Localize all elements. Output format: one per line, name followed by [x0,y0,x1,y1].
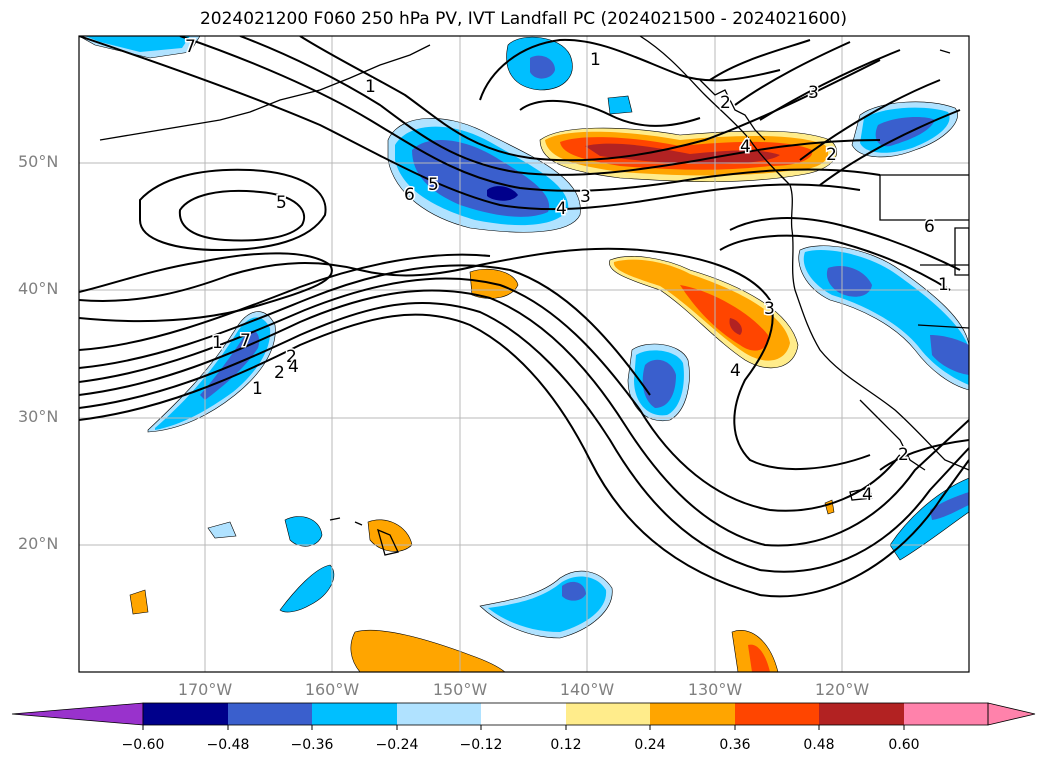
lon-label-120w: 120°W [814,680,870,699]
colorbar-tick-label: 0.60 [888,737,920,753]
contour-label: 4 [730,361,741,381]
contour-label: 4 [556,199,567,219]
contour-label: 5 [428,175,439,195]
lon-label-130w: 130°W [687,680,743,699]
shade-neg-small1 [207,521,237,539]
colorbar-seg-4 [397,703,481,725]
colorbar-tick-label: 0.24 [634,737,666,753]
lat-label-30n: 30°N [18,407,59,426]
colorbar-tick-label: −0.36 [290,737,334,753]
colorbar-extend-low [11,702,144,726]
coastlines [99,36,969,556]
contour-label: 6 [924,217,935,237]
colorbar-tick-label: 0.12 [550,737,582,753]
colorbar-tick-label: −0.60 [121,737,165,753]
contour-labels: 7 1 1 2 3 2 5 6 5 4 3 4 2 1 1 2 3 4 1 2 … [184,36,951,507]
colorbar-extend-high [987,702,1036,726]
colorbar-seg-3 [312,703,397,725]
contour-label: 4 [740,137,751,157]
contour-label: 3 [764,299,775,319]
lat-label-40n: 40°N [18,279,59,298]
colorbar-seg-8 [735,703,819,725]
contour-label: 1 [365,77,376,97]
shade-neg-se [889,477,969,561]
contour-label: 1 [252,379,263,399]
pv-shading [79,36,969,672]
colorbar-seg-1 [143,703,228,725]
lon-label-150w: 150°W [432,680,488,699]
lon-label-170w: 170°W [177,680,233,699]
lon-label-160w: 160°W [304,680,360,699]
contour-label: 3 [808,83,819,103]
contour-label: 2 [898,445,909,465]
colorbar-tick-label: 0.48 [803,737,835,753]
contour-label: 4 [862,485,873,505]
map-title: 2024021200 F060 250 hPa PV, IVT Landfall… [199,9,847,29]
colorbar-tick-label: −0.24 [375,737,419,753]
lon-label-140w: 140°W [559,680,615,699]
grid-lines [79,36,969,672]
colorbar-seg-7 [650,703,735,725]
colorbar [11,702,1036,730]
pv-contours [79,36,969,598]
lat-label-20n: 20°N [18,534,59,553]
contour-label: 7 [240,331,251,351]
contour-label: 1 [212,333,223,353]
colorbar-seg-5 [481,703,566,725]
contour-label: 4 [288,357,299,377]
contour-label: 2 [720,93,731,113]
contour-label: 1 [590,50,601,70]
colorbar-seg-2 [228,703,312,725]
map-frame [78,35,970,673]
contour-label: 2 [274,363,285,383]
contour-label: 7 [185,37,196,57]
colorbar-tick-label: −0.12 [459,737,503,753]
colorbar-tick-label: 0.36 [719,737,751,753]
contour-label: 2 [286,347,297,367]
lat-label-50n: 50°N [18,152,59,171]
map-panel [79,36,969,672]
contour-label: 5 [276,193,287,213]
colorbar-seg-10 [904,703,988,725]
contour-label: 2 [826,145,837,165]
colorbar-seg-9 [819,703,904,725]
colorbar-tick-label: −0.48 [206,737,250,753]
colorbar-seg-6 [566,703,650,725]
contour-label: 6 [404,185,415,205]
contour-label: 3 [580,187,591,207]
contour-label: 1 [938,275,949,295]
